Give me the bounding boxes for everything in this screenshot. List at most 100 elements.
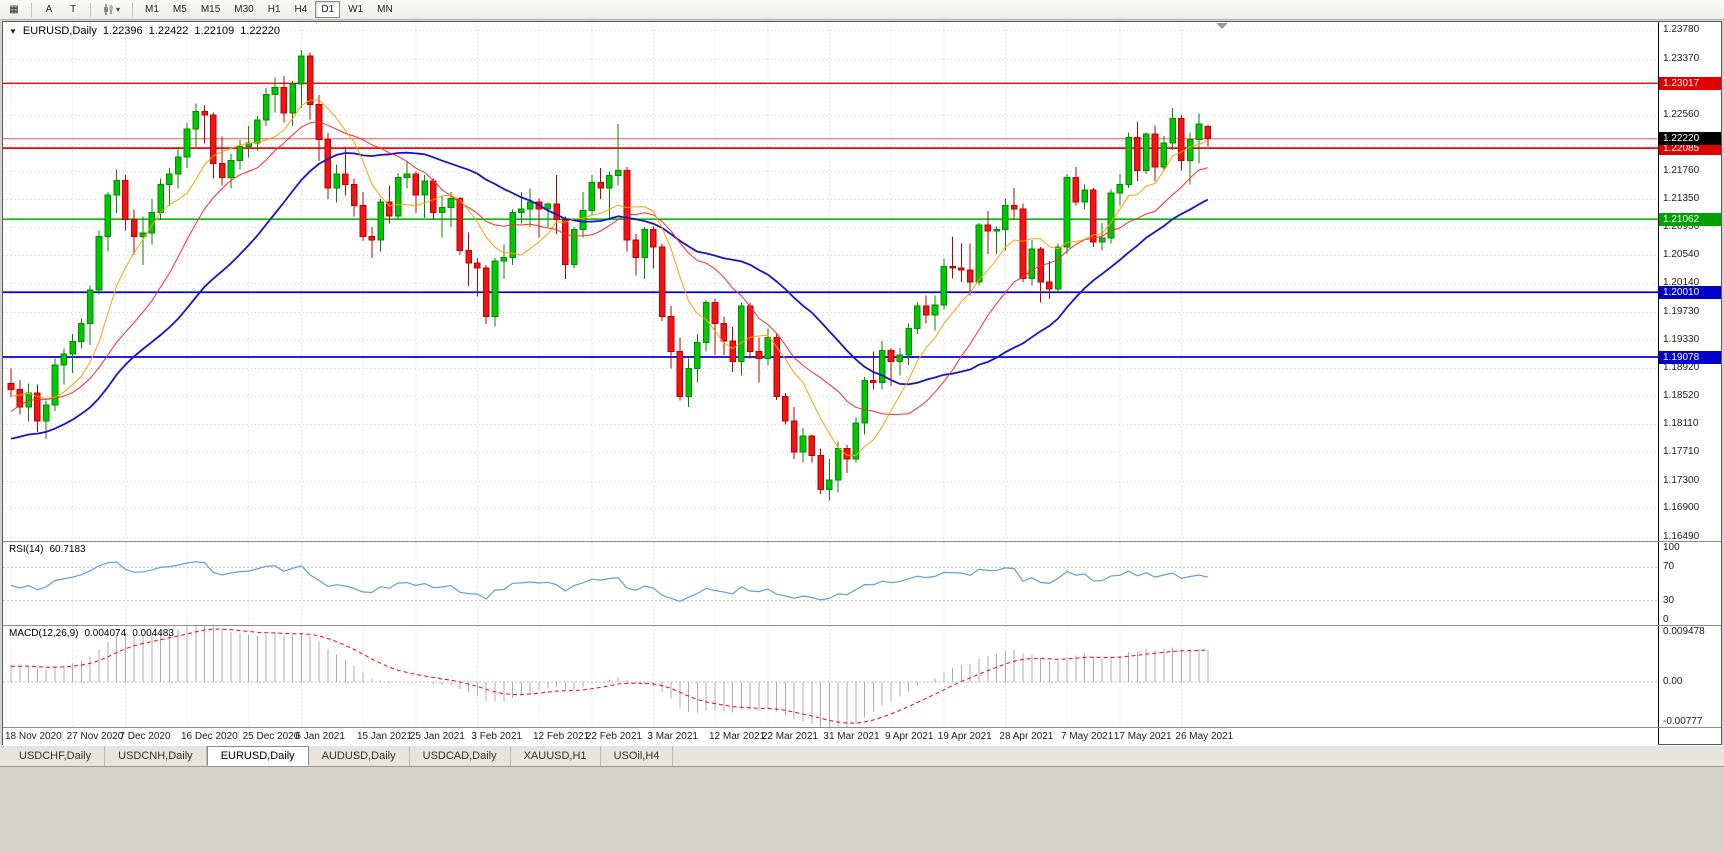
chart-grid [3,22,1658,541]
macd-axis-label: 0.00 [1663,676,1683,688]
macd-panel-row: MACD(12,26,9) 0.004074 0.004483 0.009478… [3,625,1721,728]
rsi-grid [10,542,1182,626]
chart-tab-usdchf-daily[interactable]: USDCHF,Daily [6,746,106,766]
price-axis-label: 1.17710 [1663,446,1700,458]
price-axis-label: 1.19730 [1663,305,1700,317]
price-axis-label: 1.21350 [1663,193,1700,205]
timeframe-button-H1[interactable]: H1 [262,1,287,18]
price-axis-label: 1.21760 [1663,164,1700,176]
toolbar-separator [132,2,134,17]
price-axis[interactable]: 1.237801.233701.229601.225601.221501.217… [1658,22,1721,542]
date-axis-label: 27 Nov 2020 [66,731,124,742]
date-axis-label: 12 Mar 2021 [709,731,766,742]
chart-type-dropdown[interactable]: ▾ [97,1,126,18]
price-axis-label: 1.20140 [1663,277,1700,289]
price-axis-label: 1.18110 [1663,418,1699,430]
rsi-axis-label: 100 [1663,542,1680,553]
macd-plot[interactable]: MACD(12,26,9) 0.004074 0.004483 [3,626,1658,728]
rsi-panel-row: RSI(14) 60.7183 100 70 30 0 [3,541,1721,626]
toolbar-separator [90,2,91,17]
date-axis-label: 16 Dec 2020 [181,731,238,742]
fast-moving-average-line [10,99,1209,457]
chart-tab-audusd-daily[interactable]: AUDUSD,Daily [309,746,410,766]
chart-tab-bar: USDCHF,Daily USDCNH,Daily EURUSD,Daily AUDU… [0,745,1724,767]
slow-moving-average-line [10,151,1209,440]
macd-chart[interactable] [3,626,1658,728]
date-axis[interactable]: 18 Nov 2020 27 Nov 2020 7 Dec 2020 16 Dec 2… [3,728,1658,745]
date-axis-label: 12 Feb 2021 [533,731,590,742]
rsi-axis-label: 70 [1663,561,1675,573]
date-axis-label: 22 Feb 2021 [585,731,642,742]
price-badge-1.22085: 1.22085 [1659,142,1721,155]
date-axis-label: 25 Dec 2020 [242,731,300,742]
date-axis-label: 28 Apr 2021 [999,731,1054,742]
price-axis-label: 1.16490 [1663,530,1700,542]
date-axis-label: 7 Dec 2020 [119,731,171,742]
timeframe-button-W1[interactable]: W1 [342,1,369,18]
timeframe-button-M5[interactable]: M5 [167,1,193,18]
price-badge-1.21062: 1.21062 [1659,213,1721,226]
candlestick-series [7,49,1212,501]
date-axis-label: 22 Mar 2021 [761,731,818,742]
price-badge-1.19078: 1.19078 [1659,351,1721,364]
chart-tab-usoil-h4[interactable]: USOil,H4 [601,746,674,766]
candlestick-chart[interactable] [3,22,1658,541]
timeframe-button-M30[interactable]: M30 [228,1,259,18]
current-price-badge: 1.22220 [1659,132,1721,145]
price-axis-label: 1.20950 [1663,220,1700,232]
cursor-tool-button[interactable]: A [38,1,60,18]
axis-corner [1658,728,1721,744]
date-axis-label: 26 May 2021 [1175,731,1234,742]
macd-signal-line [10,628,1208,724]
price-badge-1.20010: 1.20010 [1659,286,1721,299]
price-axis-label: 1.18920 [1663,362,1700,373]
chart-window: ▼ EURUSD,Daily 1.22396 1.22422 1.22109 1… [2,21,1722,745]
date-axis-label: 6 Jan 2021 [295,731,345,742]
date-axis-label: 17 May 2021 [1113,731,1172,742]
timeframe-button-M1[interactable]: M1 [139,1,165,18]
date-axis-row: 18 Nov 2020 27 Nov 2020 7 Dec 2020 16 Dec 2… [3,727,1721,745]
macd-axis: 0.009478 0.00 -0.00777 [1658,626,1721,727]
chart-shift-marker[interactable] [1216,23,1228,29]
status-bar [0,767,1724,849]
chart-tab-usdcnh-daily[interactable]: USDCNH,Daily [105,746,207,766]
main-chart-row: ▼ EURUSD,Daily 1.22396 1.22422 1.22109 1… [3,22,1721,542]
timeframe-button-H4[interactable]: H4 [289,1,314,18]
date-axis-label: 19 Apr 2021 [937,731,992,742]
timeframe-button-M15[interactable]: M15 [195,1,226,18]
date-axis-label: 25 Jan 2021 [409,731,465,742]
price-axis-label: 1.19330 [1663,333,1700,345]
price-axis-label: 1.23370 [1663,52,1700,64]
price-chart-plot[interactable]: ▼ EURUSD,Daily 1.22396 1.22422 1.22109 1… [3,22,1658,541]
rsi-plot[interactable]: RSI(14) 60.7183 [3,542,1658,626]
rsi-axis-label: 0 [1663,614,1669,625]
toolbar-separator [31,2,32,17]
macd-axis-label: 0.009478 [1663,626,1705,637]
chart-tab-usdcad-daily[interactable]: USDCAD,Daily [410,746,511,766]
timeframe-button-MN[interactable]: MN [371,1,399,18]
date-axis-label: 9 Apr 2021 [885,731,934,742]
price-axis-label: 1.18520 [1663,389,1700,401]
text-tool-button[interactable]: T [62,1,84,18]
chart-tab-xauusd-h1[interactable]: XAUUSD,H1 [511,746,601,766]
timeframe-button-D1[interactable]: D1 [315,1,341,18]
price-axis-label: 1.20540 [1663,249,1700,261]
mid-moving-average-line [10,121,1208,416]
date-axis-label: 3 Feb 2021 [471,731,522,742]
rsi-chart[interactable] [3,542,1658,626]
date-axis-label: 15 Jan 2021 [357,731,413,742]
rsi-axis-label: 30 [1663,594,1675,606]
chart-grid-icon[interactable]: ▦ [3,1,25,18]
date-axis-label: 3 Mar 2021 [647,731,698,742]
rsi-axis: 100 70 30 0 [1658,542,1721,625]
macd-histogram [10,626,1209,728]
top-toolbar: ▦ A T ▾ M1 M5 M15 M30 H1 H4 D1 W1 MN [0,0,1724,20]
price-axis-label: 1.16900 [1663,502,1700,514]
date-axis-label: 7 May 2021 [1061,731,1114,742]
price-axis-label: 1.23780 [1663,24,1700,36]
price-axis-label: 1.17300 [1663,474,1700,486]
price-badge-1.23017: 1.23017 [1659,77,1721,90]
price-axis-label: 1.22560 [1663,109,1700,121]
candlestick-icon [103,4,114,15]
chart-tab-eurusd-daily[interactable]: EURUSD,Daily [206,746,309,766]
